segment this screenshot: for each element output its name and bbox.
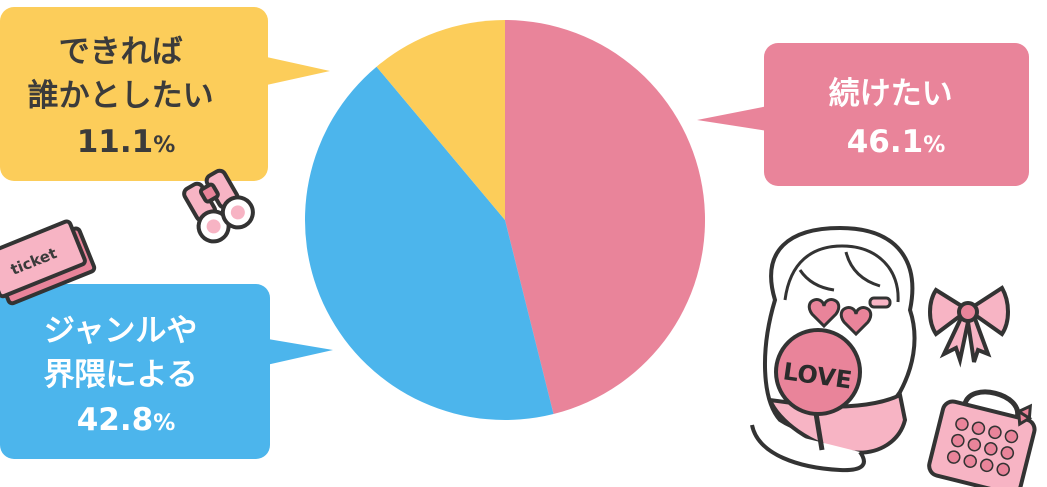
callout-with-someone-box — [0, 7, 268, 181]
callout-with-someone: できれば 誰かとしたい 11.1% — [0, 7, 330, 181]
love-sign — [774, 328, 862, 416]
callout-genre-unit: % — [153, 411, 175, 436]
callout-with-someone-label-line-2: 誰かとしたい — [28, 78, 214, 114]
svg-text:続けたい 46.1%: 続けたい 46.1% — [829, 76, 964, 160]
girl-with-love-sign-illustration: LOVE — [750, 225, 917, 473]
callout-continue-label-line-1: 続けたい — [829, 76, 953, 112]
pie-chart — [304, 19, 706, 421]
ribbon-bow-icon — [928, 285, 1010, 368]
pie-slice-genre — [304, 66, 554, 421]
callout-genre-label-line-1: ジャンルや — [44, 313, 197, 349]
heart-eye-right-icon — [839, 306, 873, 337]
callout-continue-pointer — [697, 106, 768, 131]
callout-genre: ジャンルや 界隈による 42.8% — [0, 284, 333, 459]
ticket-icon: ticket — [0, 219, 97, 306]
svg-text:できれば 誰かとしたい 11.1%: できれば 誰かとしたい 11.1% — [28, 34, 225, 160]
heart-eye-left-icon — [807, 298, 841, 329]
callout-continue-box — [764, 43, 1029, 186]
pie-slice-continue — [505, 19, 706, 415]
callout-with-someone-unit: % — [153, 133, 175, 158]
callout-genre-value: 42.8 — [77, 402, 154, 438]
pie-slice-with-someone — [376, 20, 505, 220]
callout-genre-label-line-2: 界隈による — [44, 357, 198, 393]
svg-text:ジャンルや 界隈による 42.8%: ジャンルや 界隈による 42.8% — [44, 313, 209, 438]
callout-with-someone-value: 11.1 — [77, 124, 154, 160]
callout-continue-unit: % — [923, 133, 945, 158]
callout-with-someone-label-line-1: できれば — [59, 34, 183, 70]
binoculars-icon — [182, 168, 255, 244]
callout-continue-value: 46.1 — [847, 124, 924, 160]
callout-genre-box — [0, 284, 270, 459]
bag-icon — [927, 389, 1037, 487]
callout-continue: 続けたい 46.1% — [697, 43, 1029, 186]
callout-with-someone-pointer — [262, 56, 330, 86]
callout-genre-pointer — [262, 338, 333, 366]
